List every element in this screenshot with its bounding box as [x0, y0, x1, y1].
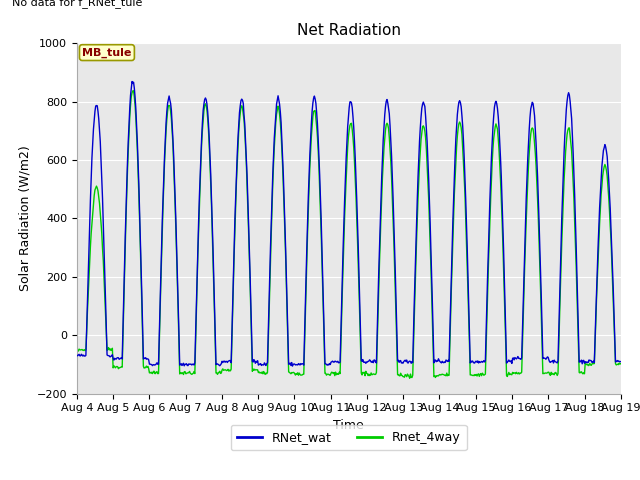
RNet_wat [195, 219, 202, 225]
Line: RNet_wat: RNet_wat [77, 82, 621, 366]
RNet_wat [417, 125, 424, 131]
Rnet_4way [417, 148, 424, 154]
RNet_wat [140, 356, 147, 362]
Y-axis label: Solar Radiation (W/m2): Solar Radiation (W/m2) [18, 145, 31, 291]
Rnet_4way [195, 228, 202, 234]
RNet_wat [128, 79, 136, 84]
RNet_wat [617, 359, 625, 364]
RNet_wat [289, 363, 296, 369]
Rnet_4way [130, 88, 138, 94]
RNet_wat [83, 326, 90, 332]
Rnet_4way [73, 347, 81, 352]
Text: No data for f_RNet_tule: No data for f_RNet_tule [12, 0, 142, 8]
Rnet_4way [406, 375, 413, 381]
RNet_wat [223, 360, 231, 365]
Rnet_4way [617, 361, 625, 367]
Line: Rnet_4way: Rnet_4way [77, 91, 621, 378]
RNet_wat [73, 352, 81, 358]
Rnet_4way [83, 330, 90, 336]
X-axis label: Time: Time [333, 419, 364, 432]
RNet_wat [433, 359, 440, 365]
Rnet_4way [140, 363, 147, 369]
Rnet_4way [223, 367, 231, 373]
Legend: RNet_wat, Rnet_4way: RNet_wat, Rnet_4way [231, 425, 467, 450]
Title: Net Radiation: Net Radiation [297, 23, 401, 38]
Rnet_4way [433, 373, 440, 379]
Text: MB_tule: MB_tule [82, 48, 132, 58]
